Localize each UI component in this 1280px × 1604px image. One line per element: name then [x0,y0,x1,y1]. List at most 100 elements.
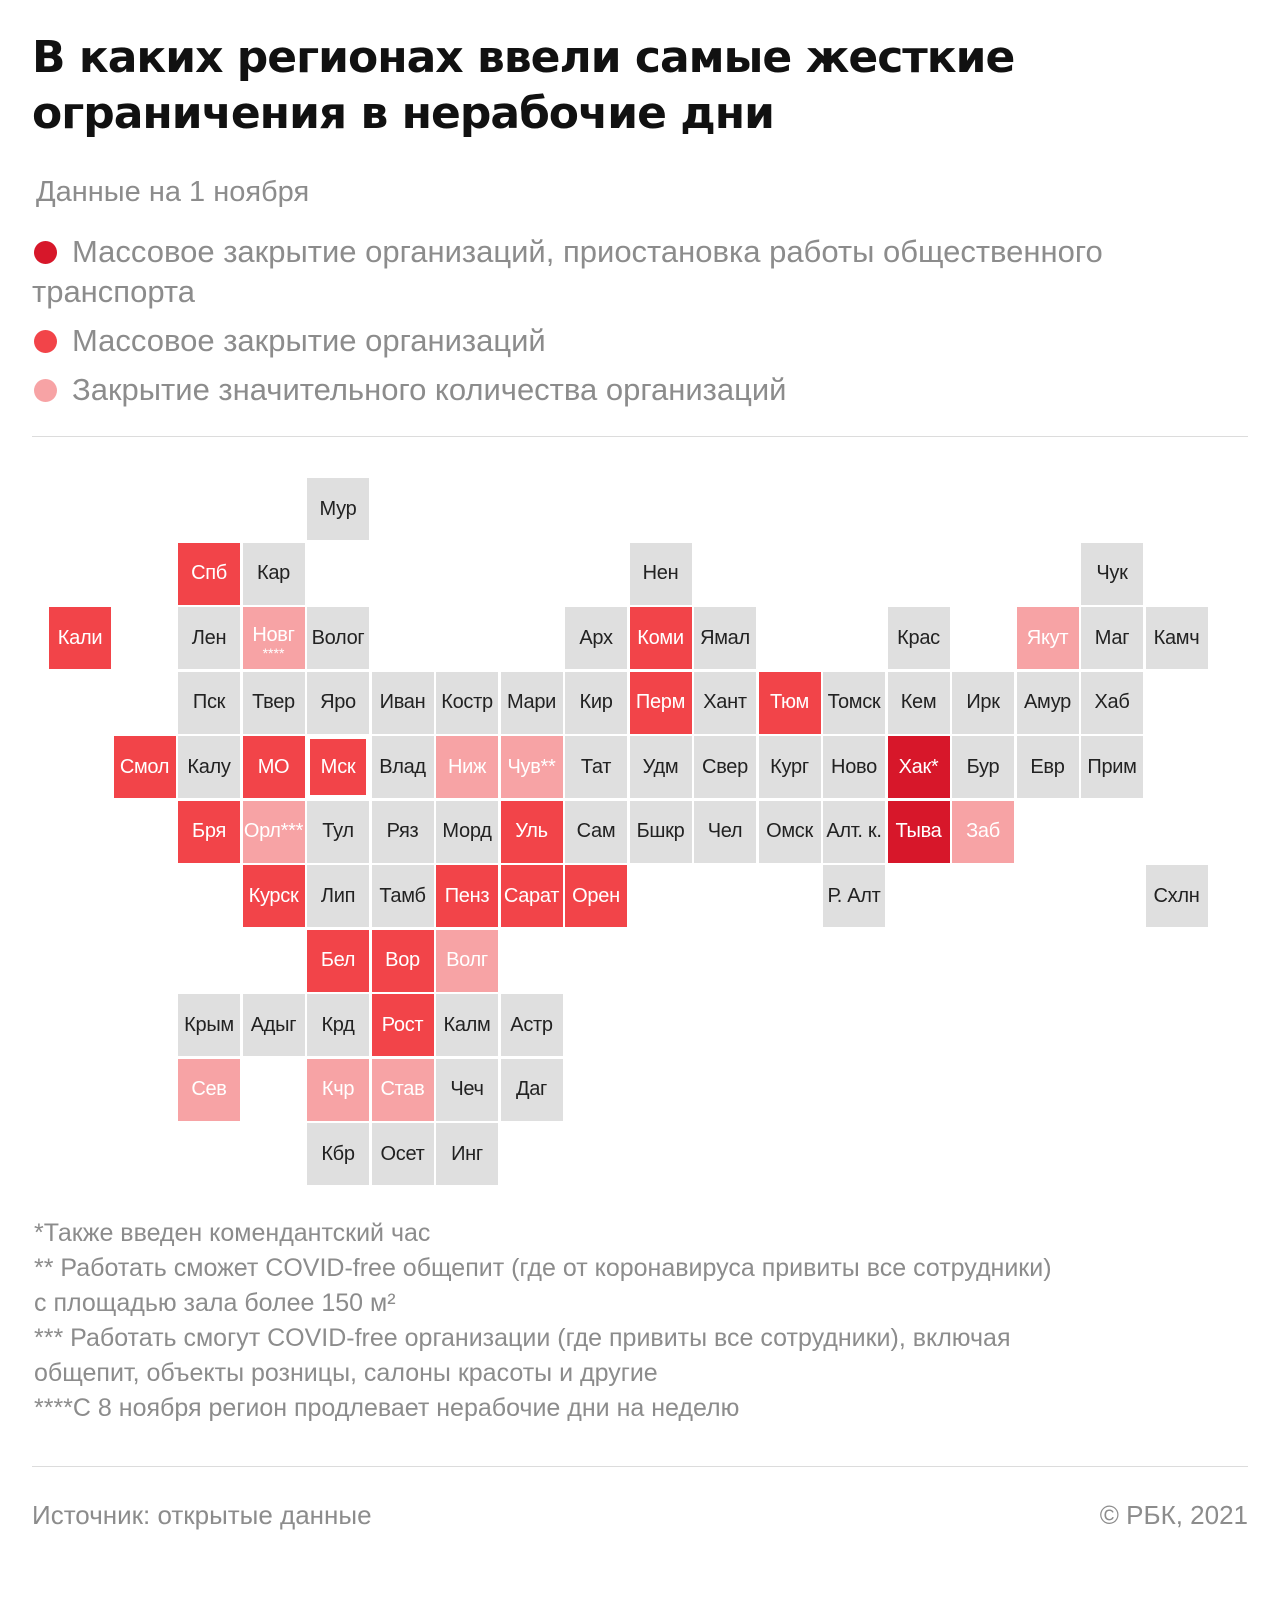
region-tile: Р. Алт [823,865,885,927]
region-label: Амур [1023,691,1071,713]
region-label: Осет [380,1142,425,1165]
region-label: Сарат [503,884,560,907]
legend-item-level2: Массовое закрытие организаций [32,321,1232,361]
region-label: Бря [192,820,226,842]
region-tile: Тюм [758,671,821,734]
region-tile: Даг [500,1058,563,1121]
region-label: Нен [642,562,679,584]
region-tile: Мур [307,478,369,540]
region-tile: Курск [242,865,305,927]
region-label: Бел [320,949,356,971]
footnotes: *Также введен комендантский час ** Работ… [34,1216,1244,1426]
region-tile: Иван [371,671,434,734]
region-tile: Нен [629,542,692,605]
legend-label: Массовое закрытие организаций, приостано… [32,234,1103,309]
region-tile: МО [242,736,305,798]
region-label: Чеч [450,1078,484,1100]
region-label: Смол [119,755,170,778]
footnote-line: ****С 8 ноября регион продлевает нерабоч… [34,1394,740,1422]
region-label: Прим [1087,755,1137,778]
region-tile: Став [371,1058,434,1121]
region-tile: Свер [694,736,756,798]
region-label: Мск [320,755,356,778]
region-tile: Алт. к. [823,800,885,863]
region-tile: Кбр [307,1123,369,1185]
region-tile: Спб [178,542,240,605]
region-label: Коми [637,626,684,649]
region-tile: Пенз [436,865,498,927]
region-label: Уль [515,820,548,842]
region-label: Костр [441,691,493,713]
region-label: Хак* [898,755,939,778]
subtitle: Данные на 1 ноября [36,176,310,208]
region-tile: Рост [371,994,434,1056]
region-label: Тыва [895,820,942,842]
region-label: Кург [770,755,809,778]
region-label: Чув** [507,755,556,778]
region-tile: Костр [436,671,498,734]
footnote-line: *** Работать смогут COVID-free организац… [34,1324,1011,1352]
region-tile: Камч [1145,607,1208,669]
region-tile: Тыва [887,800,950,863]
region-tile: Сарат [500,865,563,927]
region-label: Инг [451,1142,483,1165]
region-label: Даг [515,1078,548,1100]
region-tile: Ряз [371,800,434,863]
region-label: Перм [635,691,686,713]
region-tile: Тамб [371,865,434,927]
region-label: Калм [443,1013,491,1036]
region-label: Тюм [770,691,809,713]
region-label: Кем [900,691,937,713]
region-tile: Кир [565,671,627,734]
region-tile: Перм [629,671,692,734]
region-label: Томск [827,691,881,713]
region-label: Ирк [966,691,1000,713]
region-tile: Бря [178,800,240,863]
footnote-line: общепит, объекты розницы, салоны красоты… [34,1359,658,1387]
region-tile: Пск [178,671,240,734]
region-label: Кбр [321,1142,355,1165]
region-footnote-mark: **** [262,644,285,661]
region-label: Сев [191,1078,227,1100]
region-label: Вор [385,949,420,971]
legend-label: Закрытие значительного количества органи… [72,372,787,407]
region-tile: Хаб [1081,671,1143,734]
region-tile: Тул [307,800,369,863]
region-tile: Волог [307,607,369,669]
legend-item-level1: Массовое закрытие организаций, приостано… [32,232,1232,312]
region-label: Мари [506,691,557,713]
region-label: Тул [322,820,354,842]
region-label: Камч [1153,626,1200,649]
region-tile: Кем [887,671,950,734]
region-label: Тат [580,755,612,778]
region-tile: Крым [178,994,240,1056]
source-credit: Источник: открытые данные [32,1500,372,1530]
region-label: Став [380,1078,425,1100]
region-tile: Ново [823,736,885,798]
region-tile: Кар [242,542,305,605]
top-divider [32,436,1248,437]
region-tile: Чел [694,800,756,863]
region-tile: Томск [823,671,885,734]
region-tile: Мари [500,671,563,734]
region-label: Пск [192,691,226,713]
region-label: Ново [831,755,877,778]
region-tile: Астр [500,994,563,1056]
region-label: Ямал [700,626,750,649]
footnote-line: ** Работать сможет COVID-free общепит (г… [34,1254,1052,1282]
region-label: Лен [191,626,227,649]
region-label: Волог [311,626,365,649]
legend-label: Массовое закрытие организаций [72,323,546,358]
region-label: Сам [576,820,616,842]
region-label: Новг [252,623,295,646]
region-label: МО [257,755,290,778]
footnote-line: с площадью зала более 150 м² [34,1289,396,1317]
region-label: Морд [442,820,492,842]
footnote-line: *Также введен комендантский час [34,1219,431,1247]
region-tile: Уль [500,800,563,863]
region-label: Орл*** [243,820,304,842]
region-label: Курск [248,884,299,907]
region-label: Чук [1096,562,1128,584]
region-label: Волг [446,949,488,971]
region-label: Хаб [1094,691,1130,713]
